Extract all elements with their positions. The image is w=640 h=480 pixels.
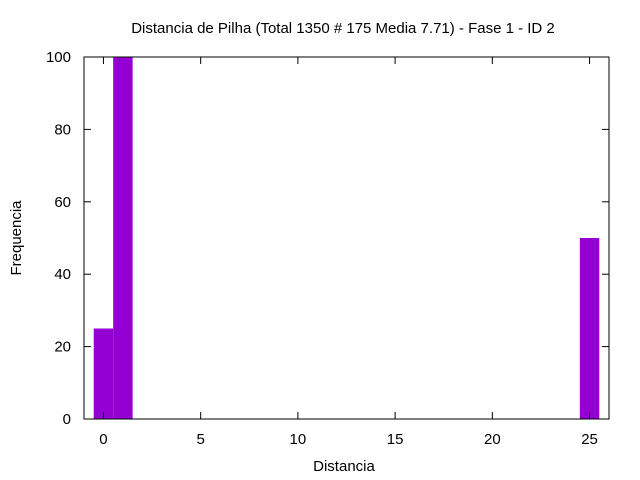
chart-title: Distancia de Pilha (Total 1350 # 175 Med… xyxy=(131,20,555,37)
x-tick-label-25: 25 xyxy=(581,431,598,448)
y-tick-label-80: 80 xyxy=(54,121,71,138)
bar-x-25 xyxy=(579,238,600,419)
y-tick-label-40: 40 xyxy=(54,266,71,283)
y-tick-label-20: 20 xyxy=(54,339,71,356)
bars-layer xyxy=(93,57,600,419)
x-tick-label-20: 20 xyxy=(484,431,501,448)
x-tick-label-10: 10 xyxy=(290,431,307,448)
plot-frame xyxy=(83,56,610,420)
x-axis-label: Distancia xyxy=(313,458,375,475)
x-tick-label-0: 0 xyxy=(99,431,107,448)
y-tick-label-0: 0 xyxy=(63,411,71,428)
bar-x-0 xyxy=(93,328,114,419)
bar-x-1 xyxy=(113,57,133,419)
y-axis-label: Frequencia xyxy=(8,200,25,276)
ticks-layer: 0 5 10 15 20 25 0 20 40 60 80 100 xyxy=(46,49,609,448)
y-tick-label-100: 100 xyxy=(46,49,71,66)
y-tick-label-60: 60 xyxy=(54,194,71,211)
x-tick-label-15: 15 xyxy=(387,431,404,448)
x-tick-label-5: 5 xyxy=(196,431,204,448)
